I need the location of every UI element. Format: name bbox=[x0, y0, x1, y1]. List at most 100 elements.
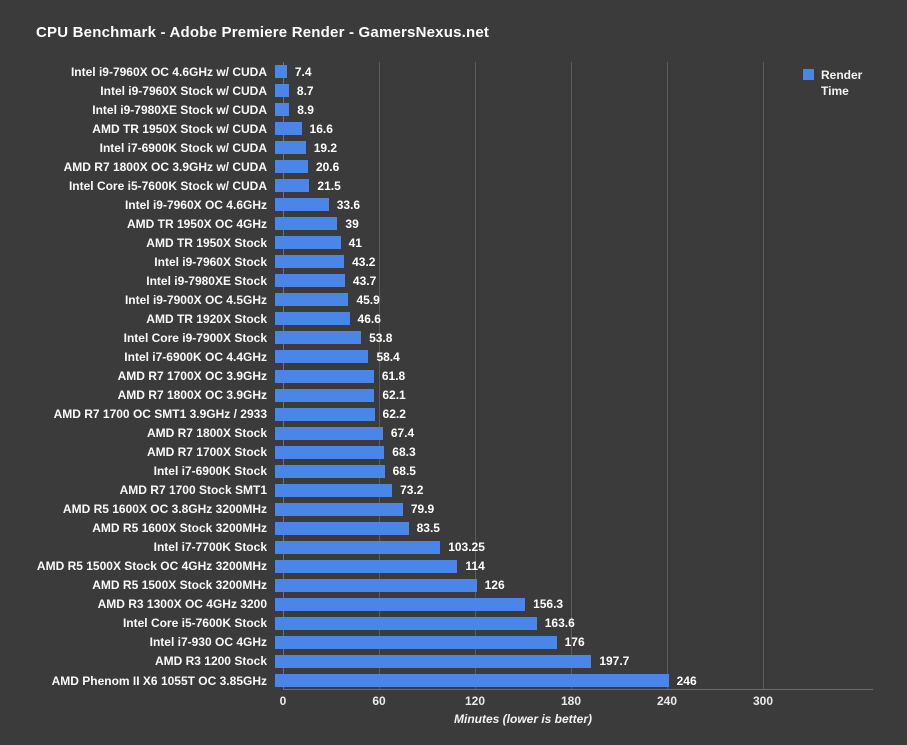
category-label: AMD R7 1800X OC 3.9GHz w/ CUDA bbox=[63, 159, 267, 174]
bar bbox=[275, 654, 592, 668]
bar-track: 33.6 bbox=[275, 197, 865, 212]
chart-title: CPU Benchmark - Adobe Premiere Render - … bbox=[36, 24, 490, 41]
bar bbox=[275, 65, 287, 79]
bar-value: 163.6 bbox=[544, 616, 575, 631]
category-label: Intel i9-7960X OC 4.6GHz bbox=[124, 197, 267, 212]
category-label: AMD R5 1600X OC 3.8GHz 3200MHz bbox=[62, 502, 267, 517]
bar-value: 62.1 bbox=[382, 388, 406, 403]
chart-row: AMD TR 1950X OC 4GHz 39 bbox=[36, 214, 881, 233]
category-label: AMD R7 1700 Stock SMT1 bbox=[119, 483, 267, 498]
bar-value: 197.7 bbox=[599, 654, 630, 669]
x-tick-label: 240 bbox=[656, 694, 678, 708]
bar-value: 41 bbox=[348, 235, 362, 250]
category-label: Intel i9-7980XE Stock w/ CUDA bbox=[92, 102, 267, 117]
chart-row: Intel i9-7960X Stock w/ CUDA 8.7 bbox=[36, 81, 881, 100]
bar bbox=[275, 483, 393, 497]
bar-value: 58.4 bbox=[376, 349, 400, 364]
x-axis-title: Minutes (lower is better) bbox=[453, 712, 593, 726]
bar-track: 8.7 bbox=[275, 84, 865, 98]
bar bbox=[275, 293, 349, 307]
bar-track: 7.4 bbox=[275, 64, 865, 79]
bar-track: 103.25 bbox=[275, 540, 865, 555]
bar-track: 46.6 bbox=[275, 312, 865, 326]
category-label: Intel i7-6900K OC 4.4GHz bbox=[124, 349, 267, 364]
chart-row: Intel Core i5-7600K Stock w/ CUDA 21.5 bbox=[36, 176, 881, 195]
category-label: AMD R5 1500X Stock OC 4GHz 3200MHz bbox=[36, 559, 267, 574]
bar-track: 68.5 bbox=[275, 464, 865, 479]
bar bbox=[275, 521, 409, 535]
bar-track: 163.6 bbox=[275, 616, 865, 631]
bar-value: 176 bbox=[564, 635, 585, 650]
category-label: AMD R7 1800X OC 3.9GHz bbox=[117, 388, 267, 403]
bar-value: 43.2 bbox=[352, 254, 376, 269]
bar bbox=[275, 559, 458, 573]
chart-row: Intel i9-7960X Stock 43.2 bbox=[36, 252, 881, 271]
bar-track: 43.2 bbox=[275, 254, 865, 269]
bar bbox=[275, 103, 290, 117]
gridline bbox=[475, 62, 476, 689]
bar-value: 33.6 bbox=[336, 197, 361, 212]
bar-value: 43.7 bbox=[352, 273, 377, 288]
chart-row: Intel i9-7980XE Stock w/ CUDA 8.9 bbox=[36, 100, 881, 119]
bar bbox=[275, 141, 306, 155]
bar-track: 61.8 bbox=[275, 369, 865, 383]
bar bbox=[275, 502, 403, 516]
bar-value: 8.9 bbox=[297, 102, 314, 117]
bar bbox=[275, 179, 310, 193]
bar bbox=[275, 369, 374, 383]
bar-value: 39 bbox=[345, 216, 359, 231]
bar-track: 156.3 bbox=[275, 597, 865, 611]
category-label: Intel i7-6900K Stock bbox=[153, 464, 267, 479]
category-label: AMD TR 1920X Stock bbox=[146, 311, 267, 326]
gridline bbox=[763, 62, 764, 689]
bar-track: 58.4 bbox=[275, 349, 865, 364]
bar-track: 41 bbox=[275, 235, 865, 250]
bar-value: 73.2 bbox=[400, 483, 424, 498]
category-label: Intel i9-7900X OC 4.5GHz bbox=[124, 292, 267, 307]
legend-swatch-render-time bbox=[803, 69, 814, 80]
chart-row: AMD TR 1920X Stock 46.6 bbox=[36, 309, 881, 328]
bar-track: 114 bbox=[275, 559, 865, 573]
bar bbox=[275, 445, 385, 459]
chart-row: Intel i7-7700K Stock 103.25 bbox=[36, 538, 881, 557]
category-label: Intel i7-7700K Stock bbox=[153, 540, 267, 555]
chart-row: Intel i9-7980XE Stock 43.7 bbox=[36, 271, 881, 290]
bar-track: 68.3 bbox=[275, 445, 865, 459]
bar-value: 68.5 bbox=[392, 464, 416, 479]
category-label: Intel Core i9-7900X Stock bbox=[123, 330, 267, 345]
bar bbox=[275, 674, 669, 688]
chart-row: AMD R7 1800X Stock 67.4 bbox=[36, 424, 881, 443]
bar-track: 126 bbox=[275, 578, 865, 592]
bar-track: 39 bbox=[275, 216, 865, 231]
chart-row: AMD R5 1600X OC 3.8GHz 3200MHz 79.9 bbox=[36, 500, 881, 519]
bar-track: 43.7 bbox=[275, 273, 865, 288]
bar-track: 45.9 bbox=[275, 292, 865, 307]
chart-row: Intel i7-6900K Stock 68.5 bbox=[36, 462, 881, 481]
bar-track: 246 bbox=[275, 674, 865, 688]
category-label: Intel i9-7980XE Stock bbox=[146, 273, 267, 288]
bar-value: 7.4 bbox=[294, 64, 312, 79]
legend: Render Time bbox=[803, 67, 875, 99]
x-tick-label: 180 bbox=[560, 694, 582, 708]
category-label: AMD R7 1700X OC 3.9GHz bbox=[117, 369, 267, 384]
x-axis: 0 60 120 180 240 300 bbox=[280, 692, 873, 708]
category-label: Intel i9-7960X Stock bbox=[154, 254, 267, 269]
bar-track: 73.2 bbox=[275, 483, 865, 498]
chart-row: AMD R3 1300X OC 4GHz 3200 156.3 bbox=[36, 595, 881, 614]
gridline bbox=[667, 62, 668, 689]
bar bbox=[275, 578, 477, 592]
chart-row: AMD R7 1700X OC 3.9GHz 61.8 bbox=[36, 367, 881, 386]
bar bbox=[275, 331, 362, 345]
category-label: AMD R5 1600X Stock 3200MHz bbox=[92, 521, 267, 536]
chart-row: Intel i9-7900X OC 4.5GHz 45.9 bbox=[36, 290, 881, 309]
bar bbox=[275, 217, 338, 231]
category-label: Intel i7-930 OC 4GHz bbox=[149, 635, 267, 650]
bar-value: 45.9 bbox=[356, 292, 380, 307]
bar-value: 103.25 bbox=[448, 540, 485, 555]
bar bbox=[275, 160, 308, 174]
category-label: Intel i7-6900K Stock w/ CUDA bbox=[99, 140, 267, 155]
chart-row: Intel Core i9-7900X Stock 53.8 bbox=[36, 328, 881, 347]
bar-value: 83.5 bbox=[416, 521, 440, 536]
category-label: Intel Core i5-7600K Stock bbox=[122, 616, 267, 631]
category-label: Intel i9-7960X Stock w/ CUDA bbox=[100, 83, 267, 98]
